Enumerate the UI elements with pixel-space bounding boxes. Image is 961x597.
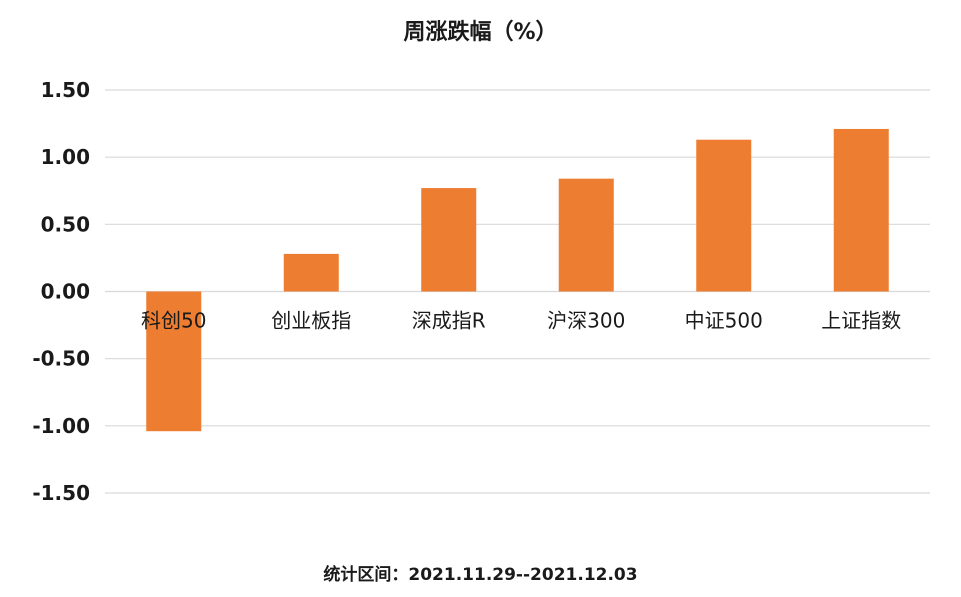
y-axis-ticks: 1.50 1.00 0.50 0.00 -0.50 -1.00 -1.50 xyxy=(32,78,90,505)
x-category-label: 创业板指 xyxy=(271,309,351,333)
y-tick-label: -1.50 xyxy=(32,481,90,505)
y-tick-label: 1.00 xyxy=(41,145,90,169)
x-axis-labels: 科创50 创业板指 深成指R 沪深300 中证500 上证指数 xyxy=(141,309,901,333)
y-tick-label: 1.50 xyxy=(41,78,90,102)
grid-layer xyxy=(105,89,930,494)
bar xyxy=(421,188,477,292)
date-range-note: 统计区间：2021.11.29--2021.12.03 xyxy=(323,565,638,585)
chart-title: 周涨跌幅（%） xyxy=(403,20,558,45)
bar xyxy=(146,291,202,432)
y-tick-label: 0.50 xyxy=(41,212,90,236)
bar xyxy=(283,253,339,292)
x-category-label: 科创50 xyxy=(141,309,206,333)
y-tick-label: 0.00 xyxy=(41,280,90,304)
y-tick-label: -0.50 xyxy=(32,347,90,371)
bar xyxy=(696,139,752,292)
x-category-label: 中证500 xyxy=(685,309,763,333)
y-tick-label: -1.00 xyxy=(32,414,90,438)
x-category-label: 沪深300 xyxy=(547,309,625,333)
bar xyxy=(558,178,614,292)
x-category-label: 上证指数 xyxy=(821,309,901,333)
bar xyxy=(833,128,889,292)
x-category-label: 深成指R xyxy=(412,309,486,333)
bar-layer xyxy=(146,128,889,432)
